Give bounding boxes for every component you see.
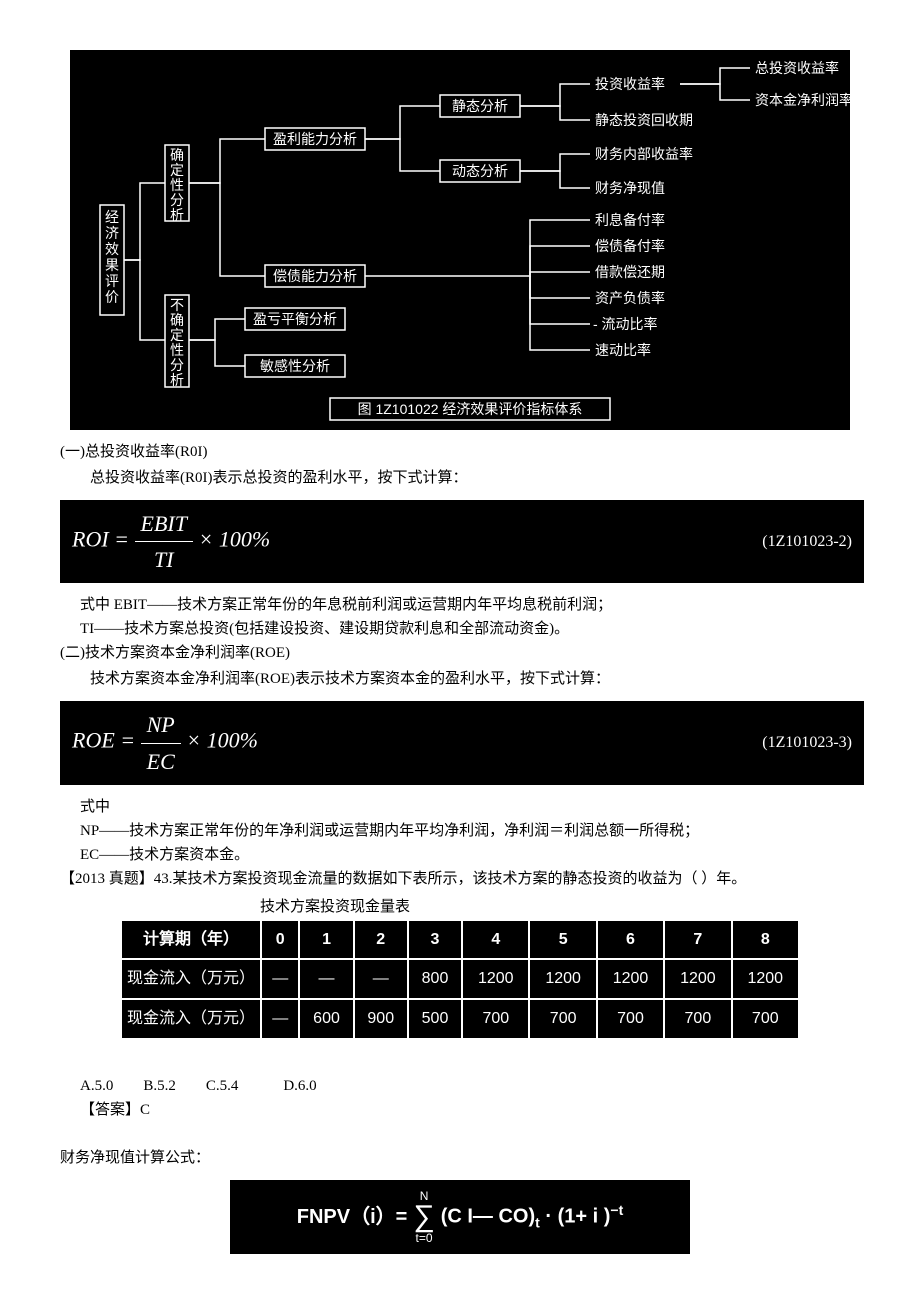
svg-text:确定性分析: 确定性分析 [170,147,184,223]
roe-formula-number: (1Z101023-3) [762,730,852,756]
table-caption: 技术方案投资现金量表 [140,895,860,919]
question-answer: 【答案】C [80,1098,860,1122]
svg-text:盈利能力分析: 盈利能力分析 [273,131,357,147]
eval-system-diagram: 经济效果评价 确定性分析 不确定性分析 盈利能力分析 偿债能力分析 盈亏平衡分析… [70,50,850,430]
svg-text:- 流动比率: - 流动比率 [593,316,658,332]
roi-formula-number: (1Z101023-2) [762,529,852,555]
question-options: A.5.0 B.5.2 C.5.4 D.6.0 [80,1074,860,1098]
svg-text:经济效果评价: 经济效果评价 [105,209,119,305]
col-head: 计算期（年） [121,920,261,960]
svg-text:财务内部收益率: 财务内部收益率 [595,146,693,162]
svg-text:敏感性分析: 敏感性分析 [260,358,330,374]
svg-text:盈亏平衡分析: 盈亏平衡分析 [253,311,337,327]
roe-note0: 式中 [80,795,860,819]
roe-note1: NP——技术方案正常年份的年净利润或运营期内年平均净利润，净利润＝利润总额一所得… [80,819,860,843]
table-row: 现金流入（万元） — 600 900 500 700 700 700 700 7… [121,999,799,1039]
svg-text:偿债备付率: 偿债备付率 [595,238,665,254]
roe-note2: EC——技术方案资本金。 [80,843,860,867]
roi-desc: 总投资收益率(R0I)表示总投资的盈利水平，按下式计算： [60,466,860,490]
svg-text:静态投资回收期: 静态投资回收期 [595,112,693,128]
question-stem: 【2013 真题】43.某技术方案投资现金流量的数据如下表所示，该技术方案的静态… [60,867,860,891]
svg-text:利息备付率: 利息备付率 [595,212,665,228]
svg-text:总投资收益率: 总投资收益率 [755,60,839,76]
svg-text:静态分析: 静态分析 [452,98,508,114]
svg-text:投资收益率: 投资收益率 [595,76,665,92]
section-roi: (一)总投资收益率(R0I) 总投资收益率(R0I)表示总投资的盈利水平，按下式… [60,440,860,641]
table-row: 计算期（年） 0 1 2 3 4 5 6 7 8 [121,920,799,960]
svg-text:资产负债率: 资产负债率 [595,290,665,306]
roi-note1: 式中 EBIT——技术方案正常年份的年息税前利润或运营期内年平均息税前利润； [80,593,860,617]
roi-sym: ROI [72,527,109,552]
fnpv-label: 财务净现值计算公式： [60,1146,860,1170]
fnpv-formula: FNPV（i）= N ∑ t=0 (C I— CO)t · (1+ i )−t [230,1180,690,1254]
roi-note2: TI——技术方案总投资(包括建设投资、建设期贷款利息和全部流动资金)。 [80,617,860,641]
svg-text:速动比率: 速动比率 [595,342,651,358]
roe-desc: 技术方案资本金净利润率(ROE)表示技术方案资本金的盈利水平，按下式计算： [60,667,860,691]
question-block: 【2013 真题】43.某技术方案投资现金流量的数据如下表所示，该技术方案的静态… [60,867,860,1122]
roi-heading: (一)总投资收益率(R0I) [60,440,860,464]
svg-text:图 1Z101022 经济效果评价指标体系: 图 1Z101022 经济效果评价指标体系 [358,401,583,417]
svg-text:偿债能力分析: 偿债能力分析 [273,268,357,284]
section-roe: (二)技术方案资本金净利润率(ROE) 技术方案资本金净利润率(ROE)表示技术… [60,641,860,866]
cashflow-table: 计算期（年） 0 1 2 3 4 5 6 7 8 现金流入（万元） — — — … [120,919,800,1040]
svg-text:资本金净利润率: 资本金净利润率 [755,92,850,108]
svg-text:财务净现值: 财务净现值 [595,180,665,196]
table-row: 现金流入（万元） — — — 800 1200 1200 1200 1200 1… [121,959,799,999]
svg-text:借款偿还期: 借款偿还期 [595,264,665,280]
svg-text:不确定性分析: 不确定性分析 [170,297,184,388]
roe-formula: ROE = NPEC × 100% (1Z101023-3) [60,701,864,784]
roe-heading: (二)技术方案资本金净利润率(ROE) [60,641,860,665]
roi-formula: ROI = EBITTI × 100% (1Z101023-2) [60,500,864,583]
svg-text:动态分析: 动态分析 [452,163,508,179]
